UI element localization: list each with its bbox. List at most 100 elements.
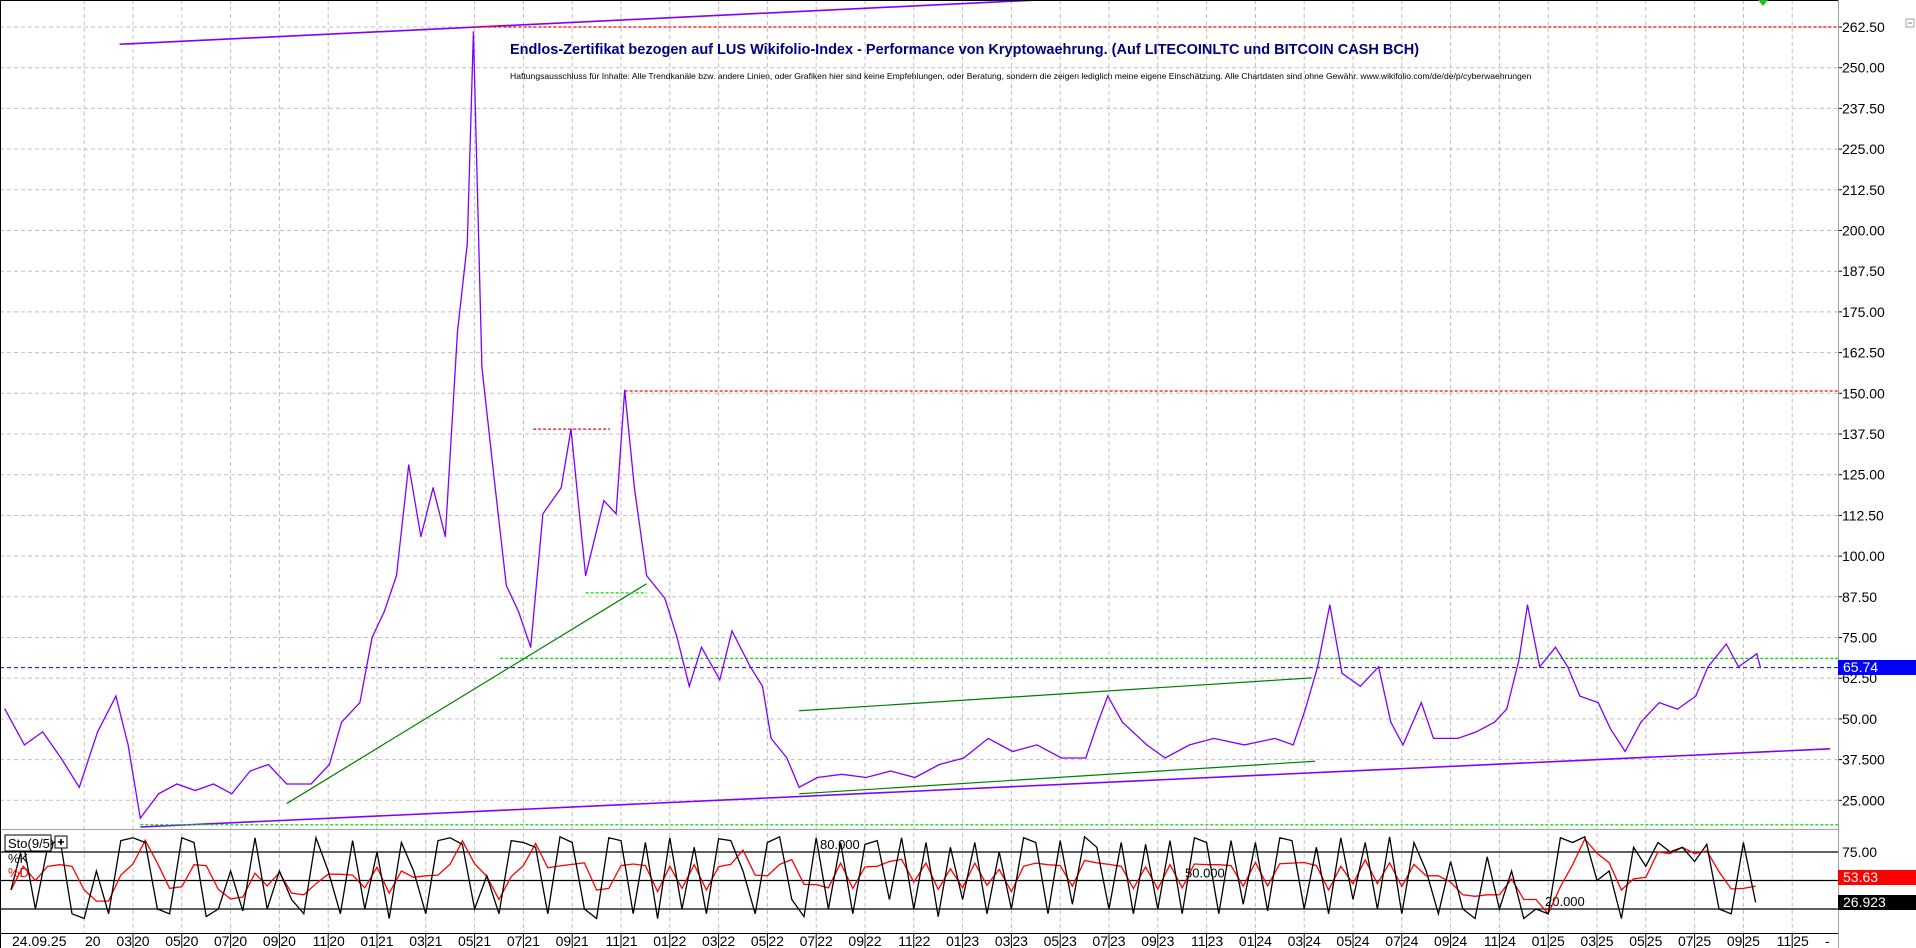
date-tick-month: 11 <box>1191 933 1206 948</box>
date-tick-month: 09 <box>848 933 864 948</box>
date-tick-month: 11 <box>898 933 913 948</box>
date-tick-month: 03 <box>116 933 132 948</box>
date-tick-year: 23 <box>1110 933 1126 948</box>
price-point <box>1475 731 1477 733</box>
price-point <box>770 737 772 740</box>
price-tick-label: 125.00 <box>1842 467 1885 483</box>
price-point <box>542 513 544 515</box>
price-point <box>1609 728 1612 730</box>
stochastic-title: Sto(9/5) <box>8 836 54 851</box>
price-point <box>1567 666 1569 668</box>
disclaimer-text: Haftungsausschluss für Inhalte: Alle Tre… <box>510 71 1532 81</box>
price-point <box>466 242 468 245</box>
price-point <box>456 330 459 333</box>
price-point <box>78 786 80 788</box>
date-tick-month: 01 <box>1532 933 1548 948</box>
price-point <box>1554 646 1557 648</box>
date-tick-year: 24 <box>1305 933 1321 948</box>
price-point <box>1493 721 1496 723</box>
k-last-label: 26.923 <box>1843 894 1886 910</box>
stochastic-d-line <box>10 837 1756 916</box>
price-tick-label: 212.50 <box>1842 182 1885 198</box>
price-tick-label: 137.50 <box>1842 426 1885 442</box>
date-tick-year: 24 <box>1500 933 1516 948</box>
price-point <box>139 817 141 819</box>
price-point <box>23 744 26 746</box>
last-price-box <box>1838 660 1916 675</box>
date-tick-month: 03 <box>702 933 718 948</box>
price-point <box>231 793 233 795</box>
date-tick-month: 05 <box>458 933 474 948</box>
stochastic-title-box[interactable] <box>4 834 52 852</box>
price-tick-label: 25.000 <box>1842 792 1885 808</box>
date-tick-year: 24 <box>1403 933 1419 948</box>
trendline-channel-top-2022 <box>799 677 1312 712</box>
price-point <box>1597 702 1599 704</box>
price-tick-label: 225.00 <box>1842 141 1885 157</box>
price-point <box>624 389 626 391</box>
price-point <box>395 575 398 577</box>
price-point <box>1737 666 1740 668</box>
price-point <box>1457 737 1459 740</box>
price-point <box>560 487 562 489</box>
price-point <box>493 477 495 479</box>
add-indicator-button[interactable] <box>54 835 68 849</box>
d-last-label: 53.63 <box>1843 869 1878 885</box>
price-point <box>1518 659 1520 661</box>
price-point <box>481 366 483 368</box>
price-point <box>1097 721 1099 723</box>
date-tick-month: 05 <box>165 933 181 948</box>
date-tick-month: 11 <box>1484 933 1499 948</box>
collapse-button[interactable] <box>1905 18 1915 28</box>
price-tick-label: 100.00 <box>1842 548 1885 564</box>
price-point <box>963 757 965 759</box>
date-tick-year: 25 <box>1598 933 1614 948</box>
price-point <box>1378 666 1380 668</box>
date-tick-month: 01 <box>1239 933 1255 948</box>
price-point <box>1146 744 1148 746</box>
date-tick-year: 24 <box>1354 933 1370 948</box>
price-tick-label: 112.50 <box>1842 507 1884 523</box>
date-tick-year: 21 <box>378 933 394 948</box>
price-point <box>1085 757 1087 759</box>
legend-k: %K <box>8 851 29 866</box>
price-point <box>42 731 44 733</box>
price-point <box>841 773 843 775</box>
price-point <box>1213 737 1215 740</box>
stochastic-axis-label: 75.00 <box>1842 844 1877 860</box>
price-point <box>249 770 251 772</box>
date-tick-month: 05 <box>1629 933 1645 948</box>
legend-d: %D <box>8 865 29 880</box>
date-tick-year: 22 <box>768 933 784 948</box>
price-point <box>865 776 867 779</box>
price-point <box>310 783 312 785</box>
stochastic-header[interactable]: Sto(9/5) <box>4 834 54 852</box>
price-point <box>1402 744 1404 746</box>
date-tick-year: 20 <box>183 933 199 948</box>
alert-marker-icon[interactable] <box>1758 0 1768 6</box>
date-tick-year: 21 <box>427 933 443 948</box>
price-tick-label: 87.50 <box>1842 589 1877 605</box>
price-tick-label: 187.50 <box>1842 263 1885 279</box>
price-point <box>371 636 373 639</box>
price-point <box>987 737 989 740</box>
price-point <box>1432 737 1435 740</box>
price-point <box>60 757 62 759</box>
date-tick-month: 03 <box>1288 933 1304 948</box>
price-point <box>420 535 422 538</box>
price-point <box>97 731 99 733</box>
price-line <box>4 31 1762 820</box>
date-tick-year: 21 <box>524 933 540 948</box>
date-tick-year: 20 <box>232 933 248 948</box>
date-tick-year: 23 <box>964 933 980 948</box>
date-year-label: 20 <box>85 933 101 948</box>
date-tick-month: 07 <box>800 933 816 948</box>
price-point <box>212 783 215 785</box>
price-tick-label: 200.00 <box>1842 223 1885 239</box>
price-point <box>1756 653 1758 655</box>
trendline-upper-channel <box>119 0 1031 46</box>
price-point <box>1107 695 1109 697</box>
price-point <box>1359 685 1361 687</box>
